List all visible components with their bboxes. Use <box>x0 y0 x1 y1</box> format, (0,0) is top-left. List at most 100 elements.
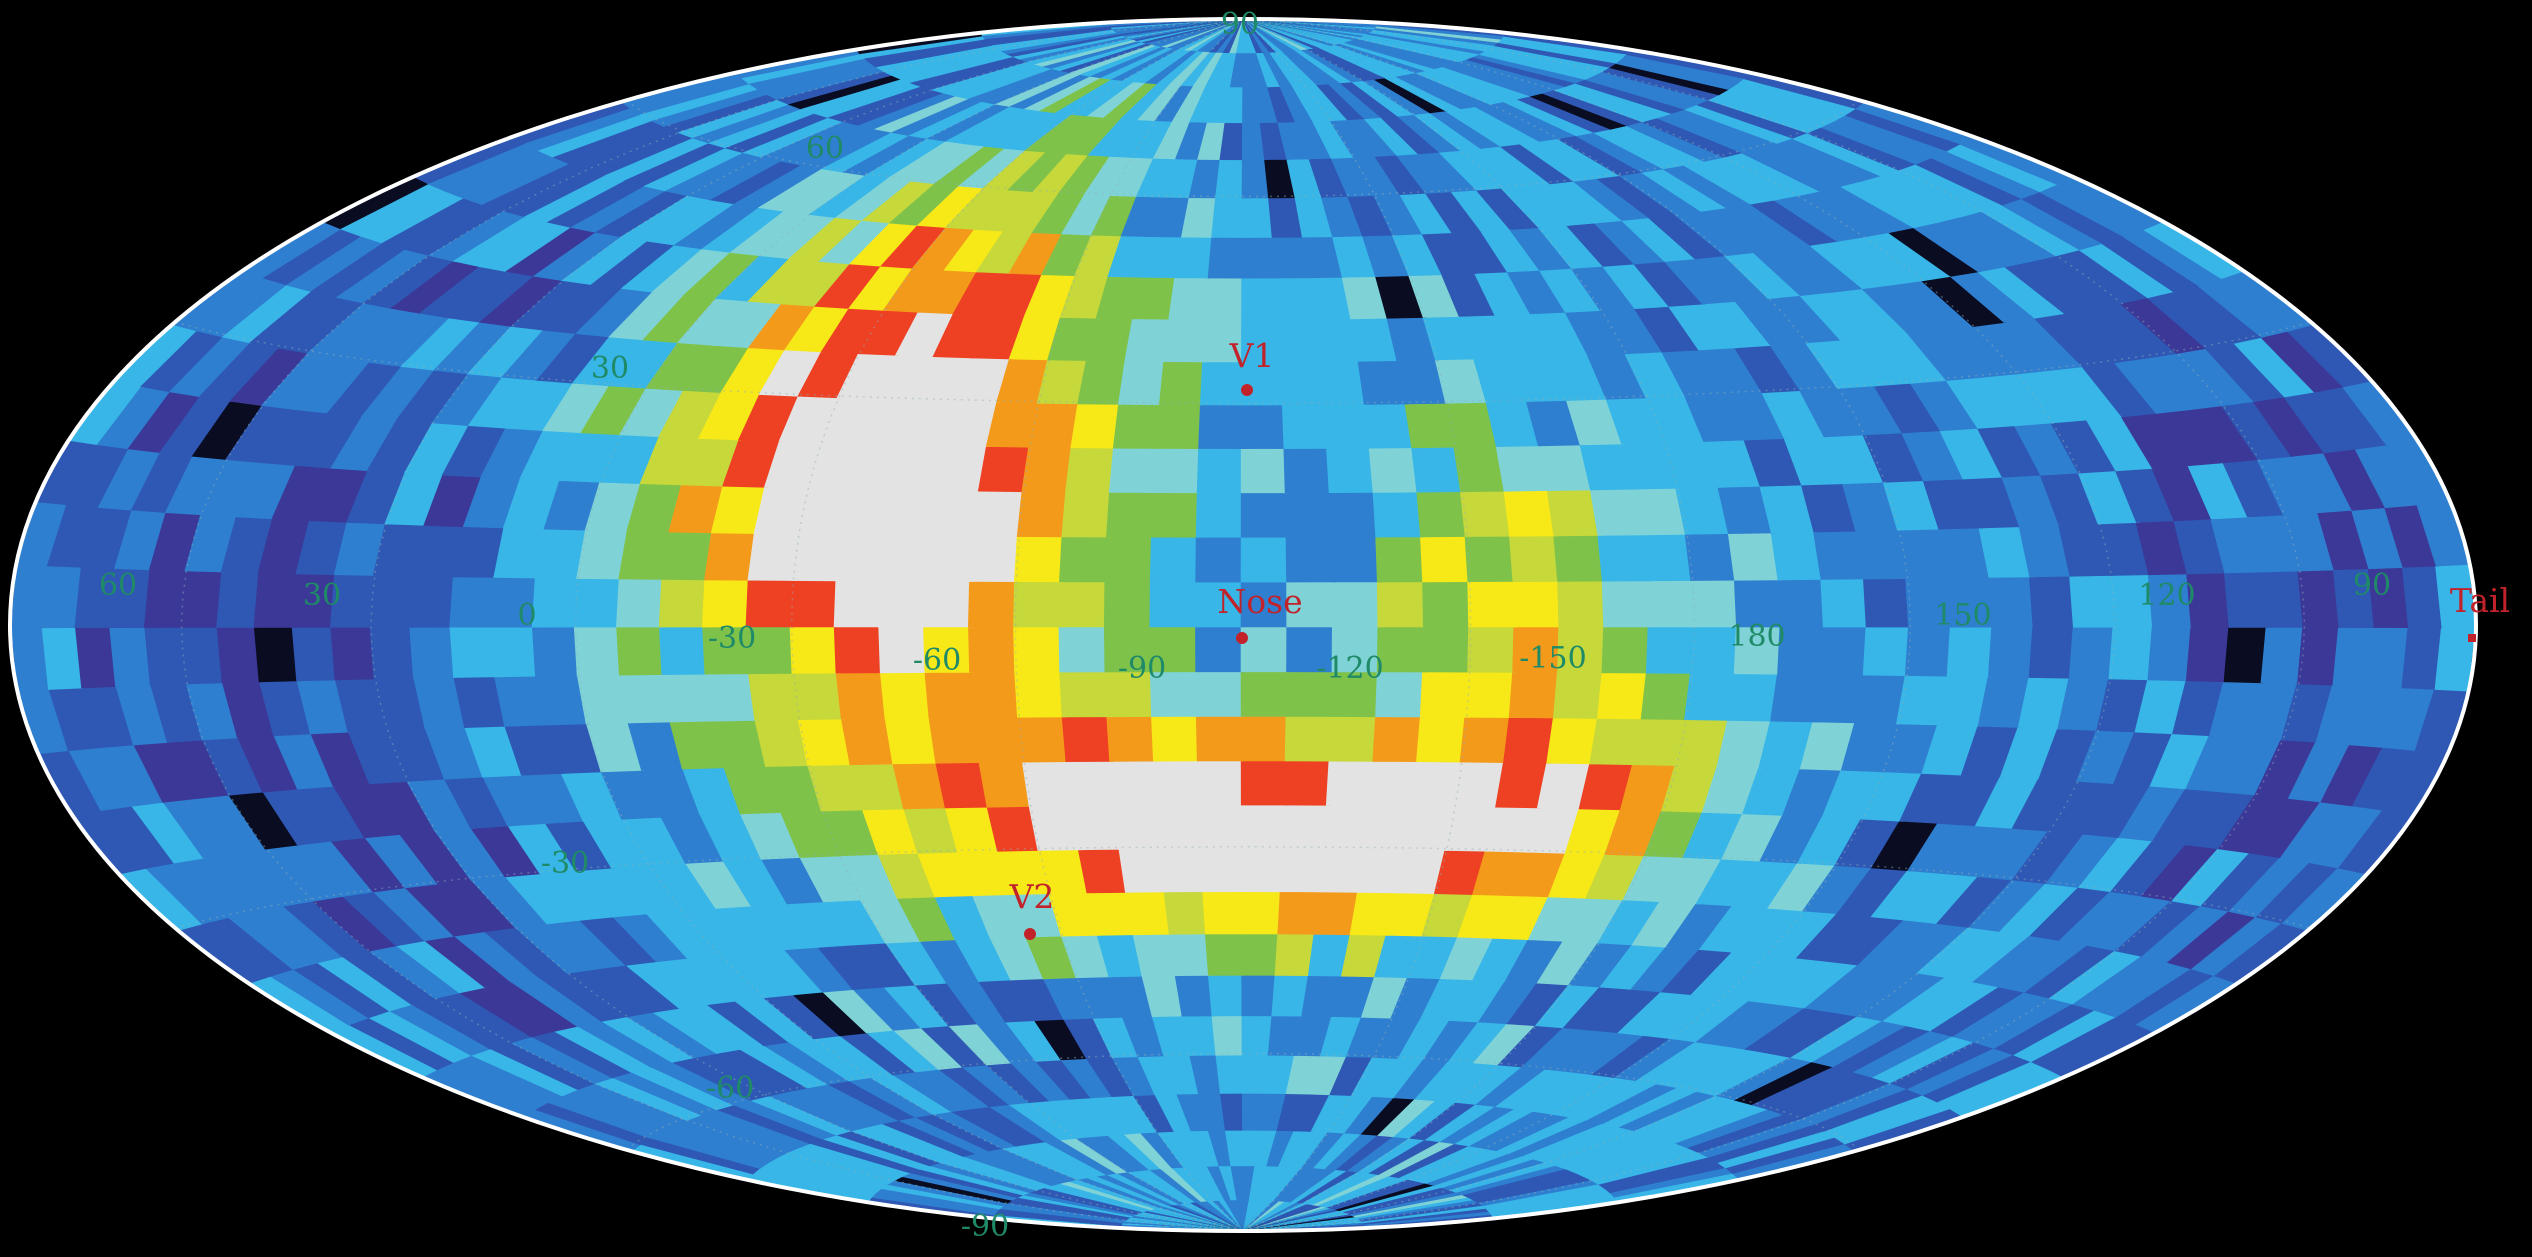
sky-cell <box>1243 19 1365 38</box>
sky-cell <box>763 761 825 813</box>
sky-cell <box>381 999 492 1056</box>
sky-cell <box>955 847 1014 897</box>
sky-cell <box>1896 524 1952 579</box>
sky-cell <box>1503 486 1558 537</box>
sky-cell <box>1215 1051 1245 1094</box>
sky-cell <box>848 759 908 811</box>
sky-cell <box>2349 501 2406 570</box>
sky-cell <box>97 739 166 807</box>
sky-cell <box>1140 971 1185 1017</box>
sky-cell <box>2152 783 2227 846</box>
sky-cell <box>1240 357 1287 406</box>
sky-cell <box>1289 1128 1332 1168</box>
sky-cell <box>1109 154 1157 197</box>
sky-cell <box>1544 83 1659 123</box>
sky-cell <box>1533 1071 1622 1115</box>
sky-cell <box>917 266 982 315</box>
sky-cell <box>293 836 376 897</box>
sky-cell <box>1057 1055 1114 1099</box>
sky-cell <box>1267 194 1305 238</box>
sky-cell <box>431 823 509 881</box>
sky-cell <box>1241 194 1275 238</box>
sky-cell <box>758 345 827 397</box>
sky-cell <box>2030 1012 2146 1071</box>
sky-cell <box>1028 801 1083 851</box>
sky-cell <box>944 103 1032 145</box>
sky-cell <box>1797 812 1867 866</box>
sky-cell <box>478 923 570 979</box>
sky-cell <box>546 177 654 229</box>
sky-cell <box>1870 329 1950 384</box>
sky-cell <box>571 863 650 918</box>
sky-cell <box>360 829 441 889</box>
sky-cell <box>757 165 851 212</box>
sky-cell <box>1676 157 1777 205</box>
sky-cell <box>967 1147 1070 1184</box>
sky-cell <box>16 683 72 755</box>
sky-cell <box>1410 443 1465 493</box>
sky-cell <box>1659 345 1728 397</box>
sky-cell <box>1583 68 1710 105</box>
sky-cell <box>1364 1210 1504 1227</box>
sky-cell <box>127 386 207 454</box>
lon-label-minus-60: -60 <box>913 643 961 678</box>
sky-cell <box>944 184 1014 230</box>
sky-cell <box>2076 465 2140 525</box>
sky-cell <box>1107 972 1155 1018</box>
sky-cell <box>1916 923 2008 979</box>
sky-cell <box>585 129 703 177</box>
sky-cell <box>1646 622 1697 674</box>
sky-cell <box>1267 1163 1306 1201</box>
sky-cell <box>1243 19 1370 35</box>
sky-cell <box>745 575 796 628</box>
sky-cell <box>2281 862 2372 931</box>
sky-cell <box>1104 667 1156 718</box>
sky-cell <box>1241 971 1279 1017</box>
sky-cell <box>1028 399 1083 449</box>
sky-cell <box>369 570 418 628</box>
sky-cell <box>969 668 1022 718</box>
sky-cell <box>1674 483 1733 535</box>
sky-cell <box>1241 1012 1275 1056</box>
sky-cell <box>505 973 604 1027</box>
sky-cell <box>1977 672 2034 728</box>
sky-cell <box>1243 1211 1361 1231</box>
sky-cell <box>2228 331 2318 398</box>
sky-cell <box>1168 1164 1213 1202</box>
sky-cell <box>452 672 509 728</box>
sky-cell <box>1477 225 1543 273</box>
sky-cell <box>143 564 189 628</box>
sky-cell <box>1161 1202 1243 1231</box>
sky-cell <box>294 408 368 469</box>
sky-cell <box>1547 849 1610 899</box>
sky-cell <box>835 530 889 582</box>
sky-cell <box>481 160 597 212</box>
sky-cell <box>1136 1207 1243 1231</box>
sky-cell <box>1188 156 1223 199</box>
sky-cell <box>857 1120 965 1160</box>
sky-cell <box>1306 44 1387 80</box>
sky-cell <box>642 906 723 959</box>
sky-cell <box>1905 573 1955 628</box>
sky-cell <box>857 306 924 356</box>
sky-cell <box>643 1058 753 1106</box>
sky-cell <box>1012 33 1137 60</box>
sky-cell <box>1562 894 1629 944</box>
sky-cell <box>1646 576 1697 628</box>
sky-cell <box>368 308 457 368</box>
sky-cell <box>467 372 544 429</box>
sky-cell <box>1733 1058 1843 1106</box>
sky-cell <box>260 839 345 902</box>
sky-cell <box>1467 577 1518 628</box>
sky-cell <box>546 1021 654 1073</box>
sky-cell <box>758 990 843 1040</box>
sky-cell <box>1209 19 1243 53</box>
sky-cell <box>1266 1127 1297 1167</box>
sky-cell <box>1202 1197 1243 1231</box>
sky-cell <box>1857 968 1954 1022</box>
sky-cell <box>603 134 719 182</box>
sky-cell <box>964 1103 1047 1145</box>
sky-cell <box>285 231 392 293</box>
sky-cell <box>519 768 587 824</box>
sky-cell <box>1585 349 1650 400</box>
